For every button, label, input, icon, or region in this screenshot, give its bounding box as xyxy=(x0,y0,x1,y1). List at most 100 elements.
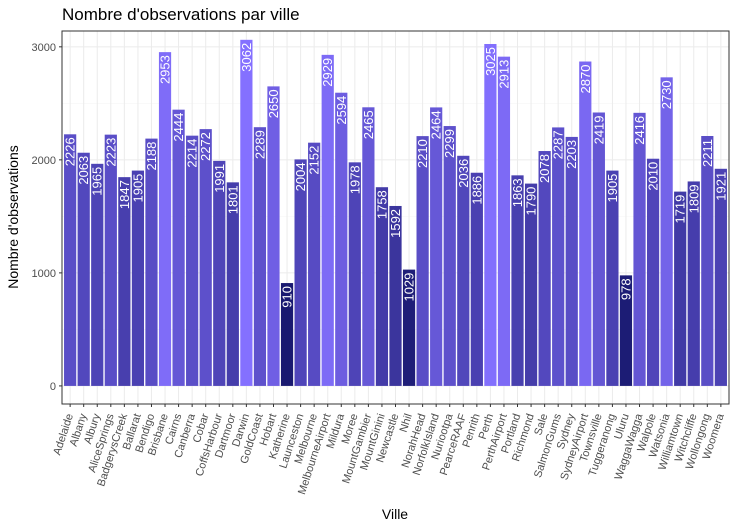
bar-value-label: 3025 xyxy=(483,47,498,76)
bar-NorahHead xyxy=(416,136,429,386)
bar-value-label: 2299 xyxy=(442,129,457,158)
bar-value-label: 2152 xyxy=(307,146,322,175)
bar-Perth xyxy=(484,43,497,386)
bar-Watsonia xyxy=(660,77,673,386)
bar-Cobar xyxy=(199,129,212,386)
bar-Townsville xyxy=(592,112,605,386)
bar-PerthAirport xyxy=(497,56,511,386)
bar-WaggaWagga xyxy=(633,112,646,386)
bar-value-label: 1905 xyxy=(605,174,620,203)
bar-Bendigo xyxy=(145,138,158,386)
bars xyxy=(64,39,727,386)
bar-value-label: 2953 xyxy=(158,55,173,84)
bar-MelbourneAirport xyxy=(321,54,334,386)
bar-value-label: 2870 xyxy=(578,65,593,94)
bar-value-label: 2730 xyxy=(659,80,674,109)
bar-value-label: 2289 xyxy=(252,130,267,159)
bar-Mildura xyxy=(335,92,348,386)
bar-Uluru xyxy=(619,275,633,386)
bar-Albany xyxy=(77,152,90,386)
bar-value-label: 2210 xyxy=(415,139,430,168)
bar-Darwin xyxy=(240,39,253,386)
bar-value-label: 1801 xyxy=(225,185,240,214)
bar-value-label: 2211 xyxy=(700,139,715,167)
bar-SalmonGums xyxy=(552,127,565,386)
bar-value-label: 2203 xyxy=(564,140,579,169)
bar-Tuggeranong xyxy=(606,170,619,386)
bar-value-label: 1965 xyxy=(90,167,105,196)
bar-value-label: 2464 xyxy=(429,110,444,139)
bar-value-label: 2036 xyxy=(456,159,471,188)
bar-Williamtown xyxy=(674,191,687,386)
bar-MountGinini xyxy=(375,187,389,386)
bar-value-label: 2465 xyxy=(361,110,376,139)
bar-value-label: 2929 xyxy=(320,58,335,87)
bar-value-label: 978 xyxy=(618,278,633,300)
bar-value-label: 2226 xyxy=(63,137,78,166)
bar-value-label: 1991 xyxy=(212,164,227,193)
bar-Moree xyxy=(348,162,361,386)
bar-value-label: 2594 xyxy=(334,96,349,125)
bar-value-label: 1029 xyxy=(402,273,417,302)
bar-Witchcliffe xyxy=(687,181,700,386)
y-tick-label: 0 xyxy=(50,381,56,393)
bar-Brisbane xyxy=(158,52,172,386)
bar-value-label: 1758 xyxy=(374,190,389,219)
bar-PearceRAAF xyxy=(457,155,470,386)
bar-value-label: 2419 xyxy=(591,115,606,144)
bar-Penrith xyxy=(470,172,483,386)
y-axis-title: Nombre d'observations xyxy=(5,145,21,289)
bar-Portland xyxy=(511,175,524,386)
bar-Melbourne xyxy=(308,142,321,386)
bar-value-label: 1790 xyxy=(524,187,539,216)
bar-value-label: 2188 xyxy=(144,142,159,171)
y-tick-label: 2000 xyxy=(32,155,56,167)
bar-Dartmoor xyxy=(226,182,239,386)
bar-BadgerysCreek xyxy=(118,177,131,386)
bar-NorfolkIsland xyxy=(430,107,443,386)
bar-GoldCoast xyxy=(253,127,267,386)
y-tick-label: 1000 xyxy=(32,268,56,280)
bar-Wollongong xyxy=(701,136,714,386)
bar-Canberra xyxy=(186,135,199,386)
bar-Nuriootpa xyxy=(443,126,456,386)
bar-value-label: 1886 xyxy=(469,176,484,205)
bar-Adelaide xyxy=(64,134,77,386)
bar-value-label: 3062 xyxy=(239,43,254,72)
bar-value-label: 1592 xyxy=(388,209,403,238)
bar-Sydney xyxy=(565,136,578,386)
bar-Newcastle xyxy=(389,205,402,386)
bar-value-label: 2287 xyxy=(551,130,566,159)
bar-value-label: 2272 xyxy=(198,132,213,161)
bar-value-label: 2010 xyxy=(646,162,661,191)
bar-Cairns xyxy=(172,109,185,386)
y-axis: 0 1000 2000 3000 xyxy=(32,42,62,393)
bar-value-label: 1863 xyxy=(510,178,525,207)
bar-SydneyAirport xyxy=(579,61,592,386)
bar-value-label: 1921 xyxy=(713,172,728,201)
bar-Richmond xyxy=(524,183,538,386)
bar-value-label: 1978 xyxy=(347,165,362,194)
bar-AliceSprings xyxy=(104,134,117,386)
x-tick-label: Nhil xyxy=(398,412,415,434)
bar-MountGambier xyxy=(362,107,375,386)
bar-value-label: 2214 xyxy=(185,139,200,168)
bar-value-label: 910 xyxy=(280,286,295,308)
bar-Woomera xyxy=(714,168,727,386)
bar-value-label: 2223 xyxy=(103,138,118,167)
chart-title: Nombre d'observations par ville xyxy=(62,5,300,24)
bar-Launceston xyxy=(294,159,307,386)
bar-value-label: 1809 xyxy=(686,184,701,213)
bar-Albury xyxy=(91,163,104,386)
bar-Sale xyxy=(538,151,551,386)
bar-Walpole xyxy=(646,158,660,386)
bar-value-label: 2004 xyxy=(293,162,308,191)
bar-Nhil xyxy=(402,269,416,386)
bar-Hobart xyxy=(267,86,280,386)
bar-value-label: 2913 xyxy=(496,60,511,89)
x-axis: AdelaideAlbanyAlburyAliceSpringsBadgerys… xyxy=(51,404,727,496)
y-tick-label: 3000 xyxy=(32,42,56,54)
bar-value-label: 1847 xyxy=(117,180,132,209)
x-axis-title: Ville xyxy=(382,506,408,522)
